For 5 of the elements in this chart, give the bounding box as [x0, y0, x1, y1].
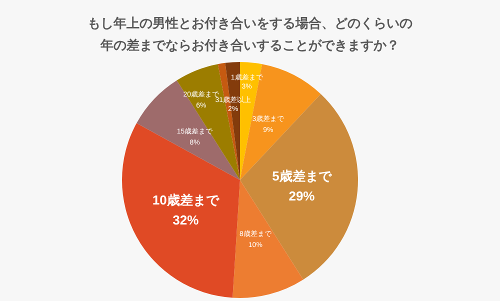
- data-label: 29%: [288, 188, 316, 204]
- chart-title: もし年上の男性とお付き合いをする場合、どのくらいの年の差までならお付き合いすることができますか？: [88, 16, 412, 54]
- slice-label: 5歳差まで: [272, 168, 332, 184]
- data-label: 32%: [172, 212, 200, 228]
- slice-label: 10歳差まで: [152, 192, 220, 208]
